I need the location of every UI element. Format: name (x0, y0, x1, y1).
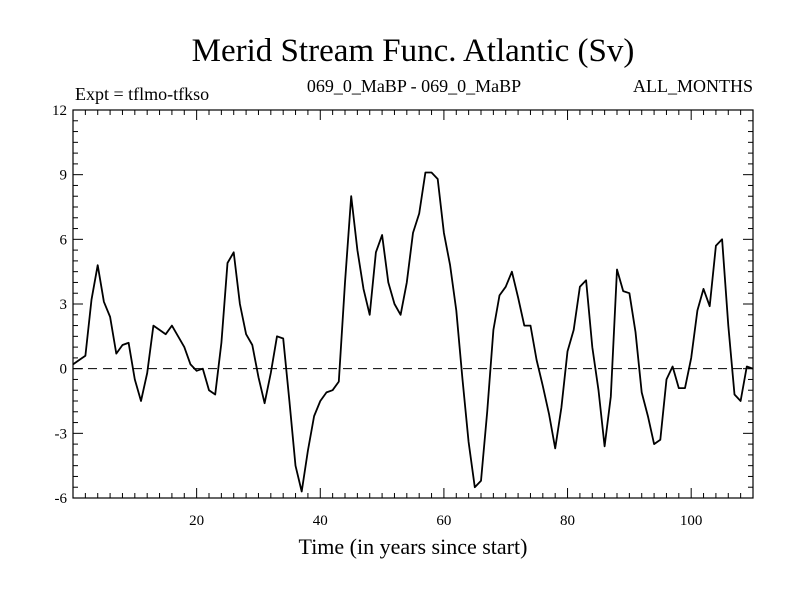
x-axis-label: Time (in years since start) (299, 534, 528, 559)
x-tick-label: 60 (436, 513, 451, 529)
x-tick-label: 80 (560, 513, 575, 529)
plot-frame (72, 109, 754, 499)
comparison-label: 069_0_MaBP - 069_0_MaBP (307, 76, 521, 96)
y-tick-label: 3 (60, 297, 68, 313)
chart-title: Merid Stream Func. Atlantic (Sv) (192, 33, 635, 69)
x-tick-labels: 20 40 60 80 100 (189, 513, 702, 529)
y-tick-label: -6 (55, 491, 68, 507)
y-tick-label: -3 (55, 426, 68, 442)
y-tick-label: 12 (52, 103, 67, 119)
x-tick-label: 100 (680, 513, 703, 529)
y-tick-labels: -6 -3 0 3 6 9 12 (52, 103, 68, 507)
series-line (72, 171, 754, 493)
y-tick-label: 6 (60, 232, 68, 248)
y-tick-label: 9 (60, 168, 68, 184)
experiment-label: Expt = tflmo-tfkso (75, 84, 209, 104)
y-tick-label: 0 (60, 362, 68, 378)
months-label: ALL_MONTHS (633, 76, 753, 96)
x-tick-label: 20 (189, 513, 204, 529)
axis-ticks (73, 109, 753, 499)
x-tick-label: 40 (313, 513, 328, 529)
